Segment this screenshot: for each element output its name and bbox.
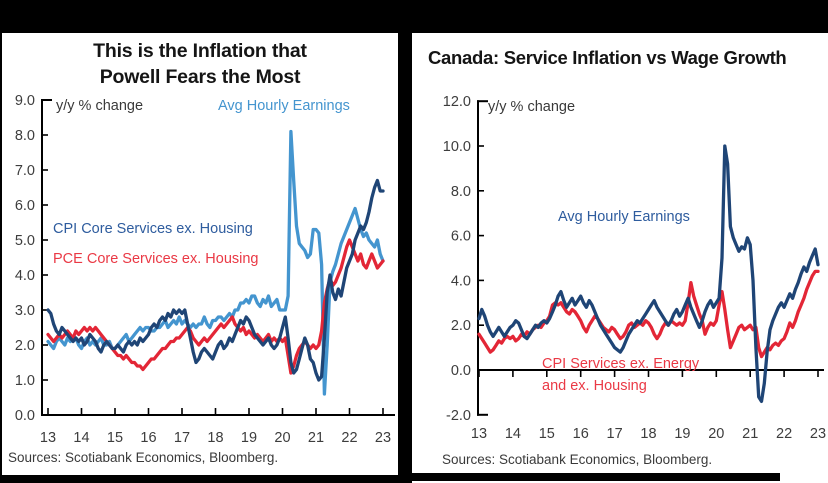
svg-text:13: 13 <box>40 430 56 446</box>
svg-text:19: 19 <box>241 430 257 446</box>
svg-text:7.0: 7.0 <box>15 163 35 179</box>
us-inflation-panel: This is the Inflation that Powell Fears … <box>2 33 398 475</box>
svg-text:-2.0: -2.0 <box>446 408 471 424</box>
svg-text:20: 20 <box>708 426 724 442</box>
svg-text:5.0: 5.0 <box>15 233 35 249</box>
us-axis-unit-label: y/y % change <box>56 98 144 114</box>
svg-text:6.0: 6.0 <box>15 198 35 214</box>
svg-text:14: 14 <box>505 426 521 442</box>
canada-chart-title: Canada: Service Inflation vs Wage Growth <box>428 47 787 68</box>
svg-text:18: 18 <box>640 426 656 442</box>
canada-inflation-panel: Canada: Service Inflation vs Wage Growth… <box>412 33 828 483</box>
svg-text:23: 23 <box>810 426 826 442</box>
canada-avg-hourly-earnings-label: Avg Hourly Earnings <box>558 209 690 225</box>
svg-text:21: 21 <box>308 430 324 446</box>
svg-text:8.0: 8.0 <box>451 184 471 200</box>
svg-text:0.0: 0.0 <box>451 363 471 379</box>
svg-text:3.0: 3.0 <box>15 303 35 319</box>
svg-text:20: 20 <box>274 430 290 446</box>
svg-text:2.0: 2.0 <box>451 318 471 334</box>
svg-text:15: 15 <box>539 426 555 442</box>
svg-text:8.0: 8.0 <box>15 128 35 144</box>
svg-text:2.0: 2.0 <box>15 338 35 354</box>
canada-cpi-services-label: CPI Services ex. Energy and ex. Housing <box>542 353 699 397</box>
svg-text:1.0: 1.0 <box>15 373 35 389</box>
us-chart-title-line1: This is the Inflation that <box>93 40 307 62</box>
bottom-rule <box>412 473 780 481</box>
svg-text:13: 13 <box>471 426 487 442</box>
us-pce-core-services-label: PCE Core Services ex. Housing <box>53 251 259 267</box>
svg-text:23: 23 <box>375 430 391 446</box>
svg-text:6.0: 6.0 <box>451 229 471 245</box>
svg-text:4.0: 4.0 <box>451 273 471 289</box>
svg-text:10.0: 10.0 <box>443 139 471 155</box>
us-inflation-line-chart: 0.0 1.0 2.0 3.0 4.0 5.0 6.0 7.0 8.0 9.0 13 14 15 16 17… <box>15 93 395 446</box>
canada-inflation-line-chart: -2.0 0.0 2.0 4.0 6.0 8.0 10.0 12.0 13 14 15 16 17 18 1… <box>443 94 826 442</box>
svg-text:16: 16 <box>140 430 156 446</box>
svg-text:22: 22 <box>776 426 792 442</box>
us-chart-title-line2: Powell Fears the Most <box>99 66 301 88</box>
svg-text:22: 22 <box>341 430 357 446</box>
canada-cpi-services-label-line2: and ex. Housing <box>542 378 647 394</box>
svg-text:15: 15 <box>107 430 123 446</box>
svg-text:21: 21 <box>742 426 758 442</box>
canada-axis-unit-label: y/y % change <box>488 99 576 115</box>
svg-text:17: 17 <box>607 426 623 442</box>
us-cpi-core-services-label: CPI Core Services ex. Housing <box>53 221 253 237</box>
svg-text:0.0: 0.0 <box>15 408 35 424</box>
svg-text:16: 16 <box>573 426 589 442</box>
svg-text:18: 18 <box>207 430 223 446</box>
us-chart-title: This is the Inflation that Powell Fears … <box>2 38 398 90</box>
svg-text:17: 17 <box>174 430 190 446</box>
us-avg-hourly-earnings-label: Avg Hourly Earnings <box>218 98 350 114</box>
svg-text:14: 14 <box>73 430 89 446</box>
svg-text:9.0: 9.0 <box>15 93 35 109</box>
us-sources-note: Sources: Scotiabank Economics, Bloomberg… <box>8 450 279 465</box>
canada-cpi-services-label-line1: CPI Services ex. Energy <box>542 356 700 372</box>
canada-sources-note: Sources: Scotiabank Economics, Bloomberg… <box>442 452 713 467</box>
svg-text:12.0: 12.0 <box>443 94 471 110</box>
svg-text:19: 19 <box>674 426 690 442</box>
svg-text:4.0: 4.0 <box>15 268 35 284</box>
